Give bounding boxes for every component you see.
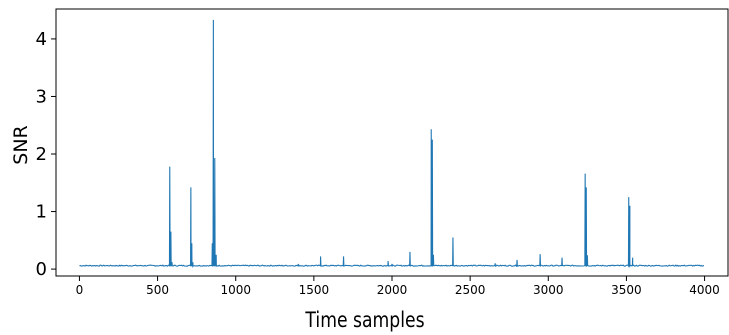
- y-axis-ticks: 0 1 2 3 4: [36, 29, 56, 280]
- x-tick-label: 2500: [455, 283, 486, 297]
- x-tick-label: 2000: [377, 283, 408, 297]
- x-tick-label: 3000: [533, 283, 564, 297]
- y-tick-label: 2: [36, 144, 47, 165]
- y-tick-label: 4: [36, 29, 47, 50]
- x-tick-label: 1500: [299, 283, 330, 297]
- y-tick-label: 1: [36, 202, 47, 223]
- snr-series-line: [79, 19, 705, 268]
- x-axis-label: Time samples: [305, 307, 425, 332]
- y-tick-label: 3: [36, 86, 47, 107]
- x-tick-label: 500: [146, 283, 169, 297]
- x-tick-label: 0: [76, 283, 84, 297]
- plot-area-frame: [55, 8, 729, 277]
- y-axis-label: SNR: [10, 125, 32, 164]
- x-tick-label: 1000: [220, 283, 251, 297]
- x-tick-label: 3500: [611, 283, 642, 297]
- x-tick-label: 4000: [689, 283, 720, 297]
- x-axis-ticks: 0 500 1000 1500 2000 2500 3000 3500 4000: [76, 276, 720, 297]
- y-tick-label: 0: [36, 259, 47, 280]
